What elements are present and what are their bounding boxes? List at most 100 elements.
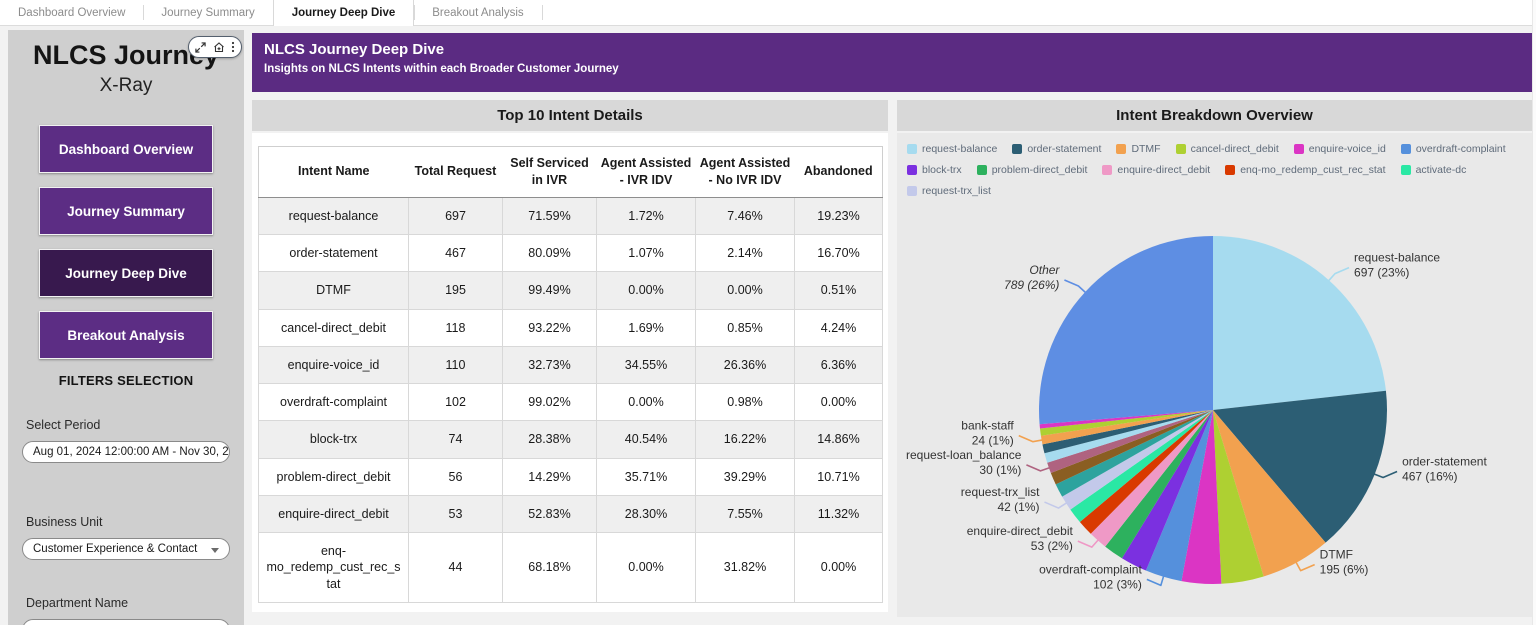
- table-cell: problem-direct_debit: [258, 457, 409, 496]
- filter-business-unit: Business Unit Customer Experience & Conta…: [22, 515, 230, 560]
- pie-slice-overdraft-complaint[interactable]: [1145, 410, 1213, 582]
- pie-slice-unnamed-13[interactable]: [1050, 410, 1213, 485]
- table-cell: 19.23%: [794, 196, 883, 236]
- tab-journey-deep-dive[interactable]: Journey Deep Dive: [272, 0, 415, 26]
- legend-item-order-statement[interactable]: order-statement: [1012, 143, 1101, 155]
- pie-slice-other[interactable]: [1039, 236, 1213, 425]
- pie-slice-request-loan-balance[interactable]: [1047, 410, 1213, 474]
- pie-slice-enquire-voice-id[interactable]: [1181, 410, 1222, 584]
- table-cell: 93.22%: [502, 308, 597, 347]
- table-panel-title: Top 10 Intent Details: [252, 100, 888, 131]
- pie-label-elbow: [1064, 279, 1087, 294]
- page-scrollbar[interactable]: [1532, 0, 1536, 625]
- nav-button-breakout-analysis[interactable]: Breakout Analysis: [39, 311, 213, 359]
- pie-slice-order-statement[interactable]: [1213, 390, 1387, 543]
- table-cell: 0.00%: [794, 532, 883, 603]
- table-row-problem-direct-debit[interactable]: problem-direct_debit 56 14.29% 35.71% 39.29%…: [258, 457, 883, 496]
- table-cell: 0.00%: [596, 271, 696, 310]
- table-cell: 0.00%: [596, 382, 696, 422]
- pie-slice-unnamed-19[interactable]: [1039, 410, 1213, 429]
- legend-item-activate-dc[interactable]: activate-dc: [1400, 164, 1466, 176]
- table-row-request-balance[interactable]: request-balance 697 71.59% 1.72% 7.46% 19.23%: [258, 196, 883, 236]
- legend-item-dtmf[interactable]: DTMF: [1116, 143, 1161, 155]
- table-row-block-trx[interactable]: block-trx 74 28.38% 40.54% 16.22% 14.86%: [258, 420, 883, 459]
- pie-slice-cancel-direct-debit[interactable]: [1213, 410, 1264, 584]
- table-cell: 53: [408, 494, 503, 534]
- table-cell: 16.70%: [794, 233, 883, 273]
- pie-label-elbow: [1018, 434, 1043, 443]
- legend-item-overdraft-complaint[interactable]: overdraft-complaint: [1400, 143, 1506, 155]
- legend-item-enquire-direct-debit[interactable]: enquire-direct_debit: [1102, 164, 1210, 176]
- pie-slice-request-balance[interactable]: [1213, 236, 1386, 410]
- pie-label-elbow: [1327, 266, 1350, 282]
- department-name-control[interactable]: [22, 619, 230, 625]
- table-cell: 68.18%: [502, 532, 597, 603]
- business-unit-control[interactable]: Customer Experience & Contact: [22, 538, 230, 560]
- legend-item-request-trx-list[interactable]: request-trx_list: [907, 185, 991, 197]
- table-row-dtmf[interactable]: DTMF 195 99.49% 0.00% 0.00% 0.51%: [258, 271, 883, 310]
- pie-slice-block-trx[interactable]: [1121, 410, 1213, 571]
- pie-slice-request-trx-list[interactable]: [1062, 410, 1213, 510]
- nav-button-journey-summary[interactable]: Journey Summary: [39, 187, 213, 235]
- pie-slice-dtmf[interactable]: [1213, 410, 1326, 577]
- select-period-control[interactable]: Aug 01, 2024 12:00:00 AM - Nov 30, 202..…: [22, 441, 230, 463]
- legend-item-block-trx[interactable]: block-trx: [907, 164, 962, 176]
- legend-item-problem-direct-debit[interactable]: problem-direct_debit: [976, 164, 1087, 176]
- table-row-cancel-direct-debit[interactable]: cancel-direct_debit 118 93.22% 1.69% 0.85% 4.…: [258, 308, 883, 347]
- pie-panel-body: request-balance 697 (23%) order-statement 4…: [897, 133, 1532, 617]
- pie-slice-unnamed-18[interactable]: [1039, 410, 1213, 436]
- legend-swatch: [1116, 144, 1127, 154]
- column-header-total-request[interactable]: Total Request: [408, 146, 503, 198]
- pie-slice-unnamed-16[interactable]: [1042, 410, 1213, 454]
- pie-label-elbow: [1295, 561, 1315, 572]
- column-header-agent-assisted-ivr-idv[interactable]: Agent Assisted - IVR IDV: [596, 146, 696, 198]
- legend-swatch: [907, 165, 917, 175]
- pie-slice-problem-direct-debit[interactable]: [1105, 410, 1213, 559]
- pie-slice-unnamed-15[interactable]: [1044, 410, 1213, 463]
- pie-label-overdraft-complaint: overdraft-complaint 102 (3%): [1039, 562, 1142, 591]
- table-cell: enq-mo_redemp_cust_rec_stat: [258, 532, 409, 603]
- pie-slice-enquire-direct-debit[interactable]: [1090, 410, 1213, 547]
- nav-button-journey-deep-dive[interactable]: Journey Deep Dive: [39, 249, 213, 297]
- table-cell: 0.00%: [695, 271, 795, 310]
- table-cell: overdraft-complaint: [258, 382, 409, 422]
- table-row-enq-mo-redemp-cust-rec-stat[interactable]: enq-mo_redemp_cust_rec_stat 44 68.18% 0.00%…: [258, 532, 883, 603]
- pie-slice-unnamed-12[interactable]: [1055, 410, 1213, 497]
- legend-item-enq-mo-redemp-cust-rec-stat[interactable]: enq-mo_redemp_cust_rec_stat: [1225, 164, 1386, 176]
- pie-slice-bank-staff[interactable]: [1040, 410, 1213, 445]
- table-cell: cancel-direct_debit: [258, 308, 409, 347]
- table-row-order-statement[interactable]: order-statement 467 80.09% 1.07% 2.14% 16.70%: [258, 233, 883, 273]
- table-row-enquire-voice-id[interactable]: enquire-voice_id 110 32.73% 34.55% 26.36% 6.3…: [258, 345, 883, 385]
- tab-dashboard-overview[interactable]: Dashboard Overview: [18, 6, 126, 19]
- table-cell: 10.71%: [794, 457, 883, 496]
- table-row-enquire-direct-debit[interactable]: enquire-direct_debit 53 52.83% 28.30% 7.55% 1…: [258, 494, 883, 534]
- pie-label-elbow: [1077, 539, 1100, 548]
- table-cell: 14.29%: [502, 457, 597, 496]
- legend-item-request-balance[interactable]: request-balance: [907, 143, 997, 155]
- kebab-menu-icon[interactable]: [231, 41, 235, 53]
- pie-legend: request-balance order-statement DTMF cancel…: [897, 133, 1532, 197]
- column-header-self-serviced-in-ivr[interactable]: Self Serviced in IVR: [502, 146, 597, 198]
- intent-details-table: Intent Name Total Request Self Serviced in…: [258, 146, 883, 603]
- tab-journey-summary[interactable]: Journey Summary: [143, 0, 272, 25]
- nav-button-dashboard-overview[interactable]: Dashboard Overview: [39, 125, 213, 173]
- home-icon[interactable]: [213, 41, 225, 53]
- table-cell: DTMF: [258, 271, 409, 310]
- tab-breakout-analysis[interactable]: Breakout Analysis: [414, 0, 541, 25]
- legend-item-cancel-direct-debit[interactable]: cancel-direct_debit: [1175, 143, 1279, 155]
- pie-label-enquire-direct-debit: enquire-direct_debit 53 (2%): [967, 524, 1074, 553]
- column-header-agent-assisted-no-ivr-idv[interactable]: Agent Assisted - No IVR IDV: [695, 146, 795, 198]
- legend-label: enquire-direct_debit: [1117, 164, 1211, 176]
- filters-container: Select Period Aug 01, 2024 12:00:00 AM - …: [8, 418, 244, 625]
- legend-label: DTMF: [1131, 143, 1161, 155]
- table-row-overdraft-complaint[interactable]: overdraft-complaint 102 99.02% 0.00% 0.98% 0.…: [258, 382, 883, 422]
- sidebar-subtitle: X-Ray: [99, 75, 153, 96]
- legend-item-enquire-voice-id[interactable]: enquire-voice_id: [1293, 143, 1386, 155]
- column-header-abandoned[interactable]: Abandoned: [794, 146, 883, 198]
- maximize-icon[interactable]: [195, 41, 206, 53]
- pie-slice-activate-dc[interactable]: [1070, 410, 1213, 523]
- column-header-intent-name[interactable]: Intent Name: [258, 146, 409, 198]
- pie-slice-enq-mo-redemp-cust-rec-stat[interactable]: [1079, 410, 1213, 534]
- table-cell: 6.36%: [794, 345, 883, 385]
- pie-label-request-trx-list: request-trx_list 42 (1%): [961, 485, 1040, 514]
